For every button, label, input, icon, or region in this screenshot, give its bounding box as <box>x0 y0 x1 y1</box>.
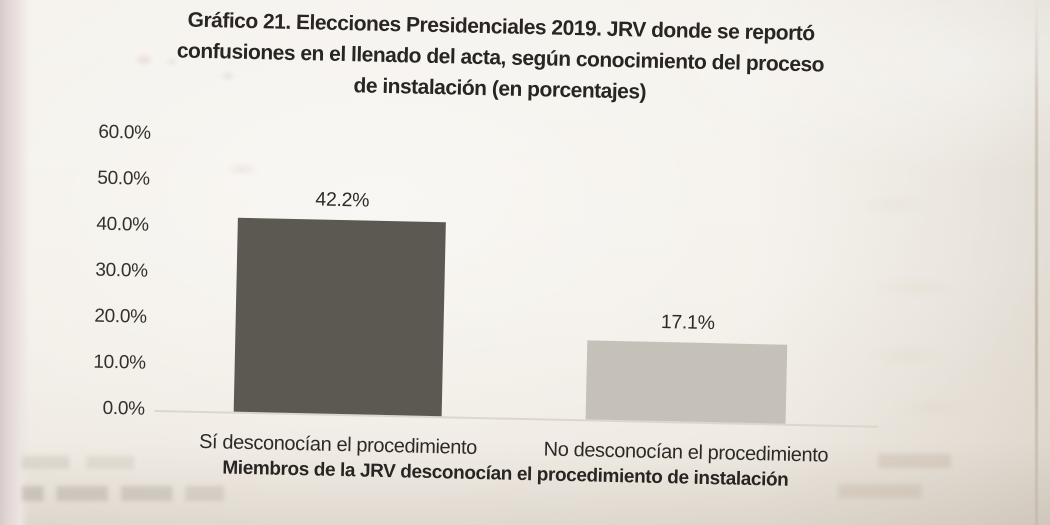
bar-value-label: 42.2% <box>315 188 370 212</box>
page-gutter-line <box>1035 0 1038 525</box>
page-edge-shadow <box>0 0 30 525</box>
bar-value-label: 17.1% <box>660 310 715 335</box>
bar-no-desconocian: 17.1% <box>585 311 788 424</box>
bar-si-desconocian: 42.2% <box>233 188 446 417</box>
